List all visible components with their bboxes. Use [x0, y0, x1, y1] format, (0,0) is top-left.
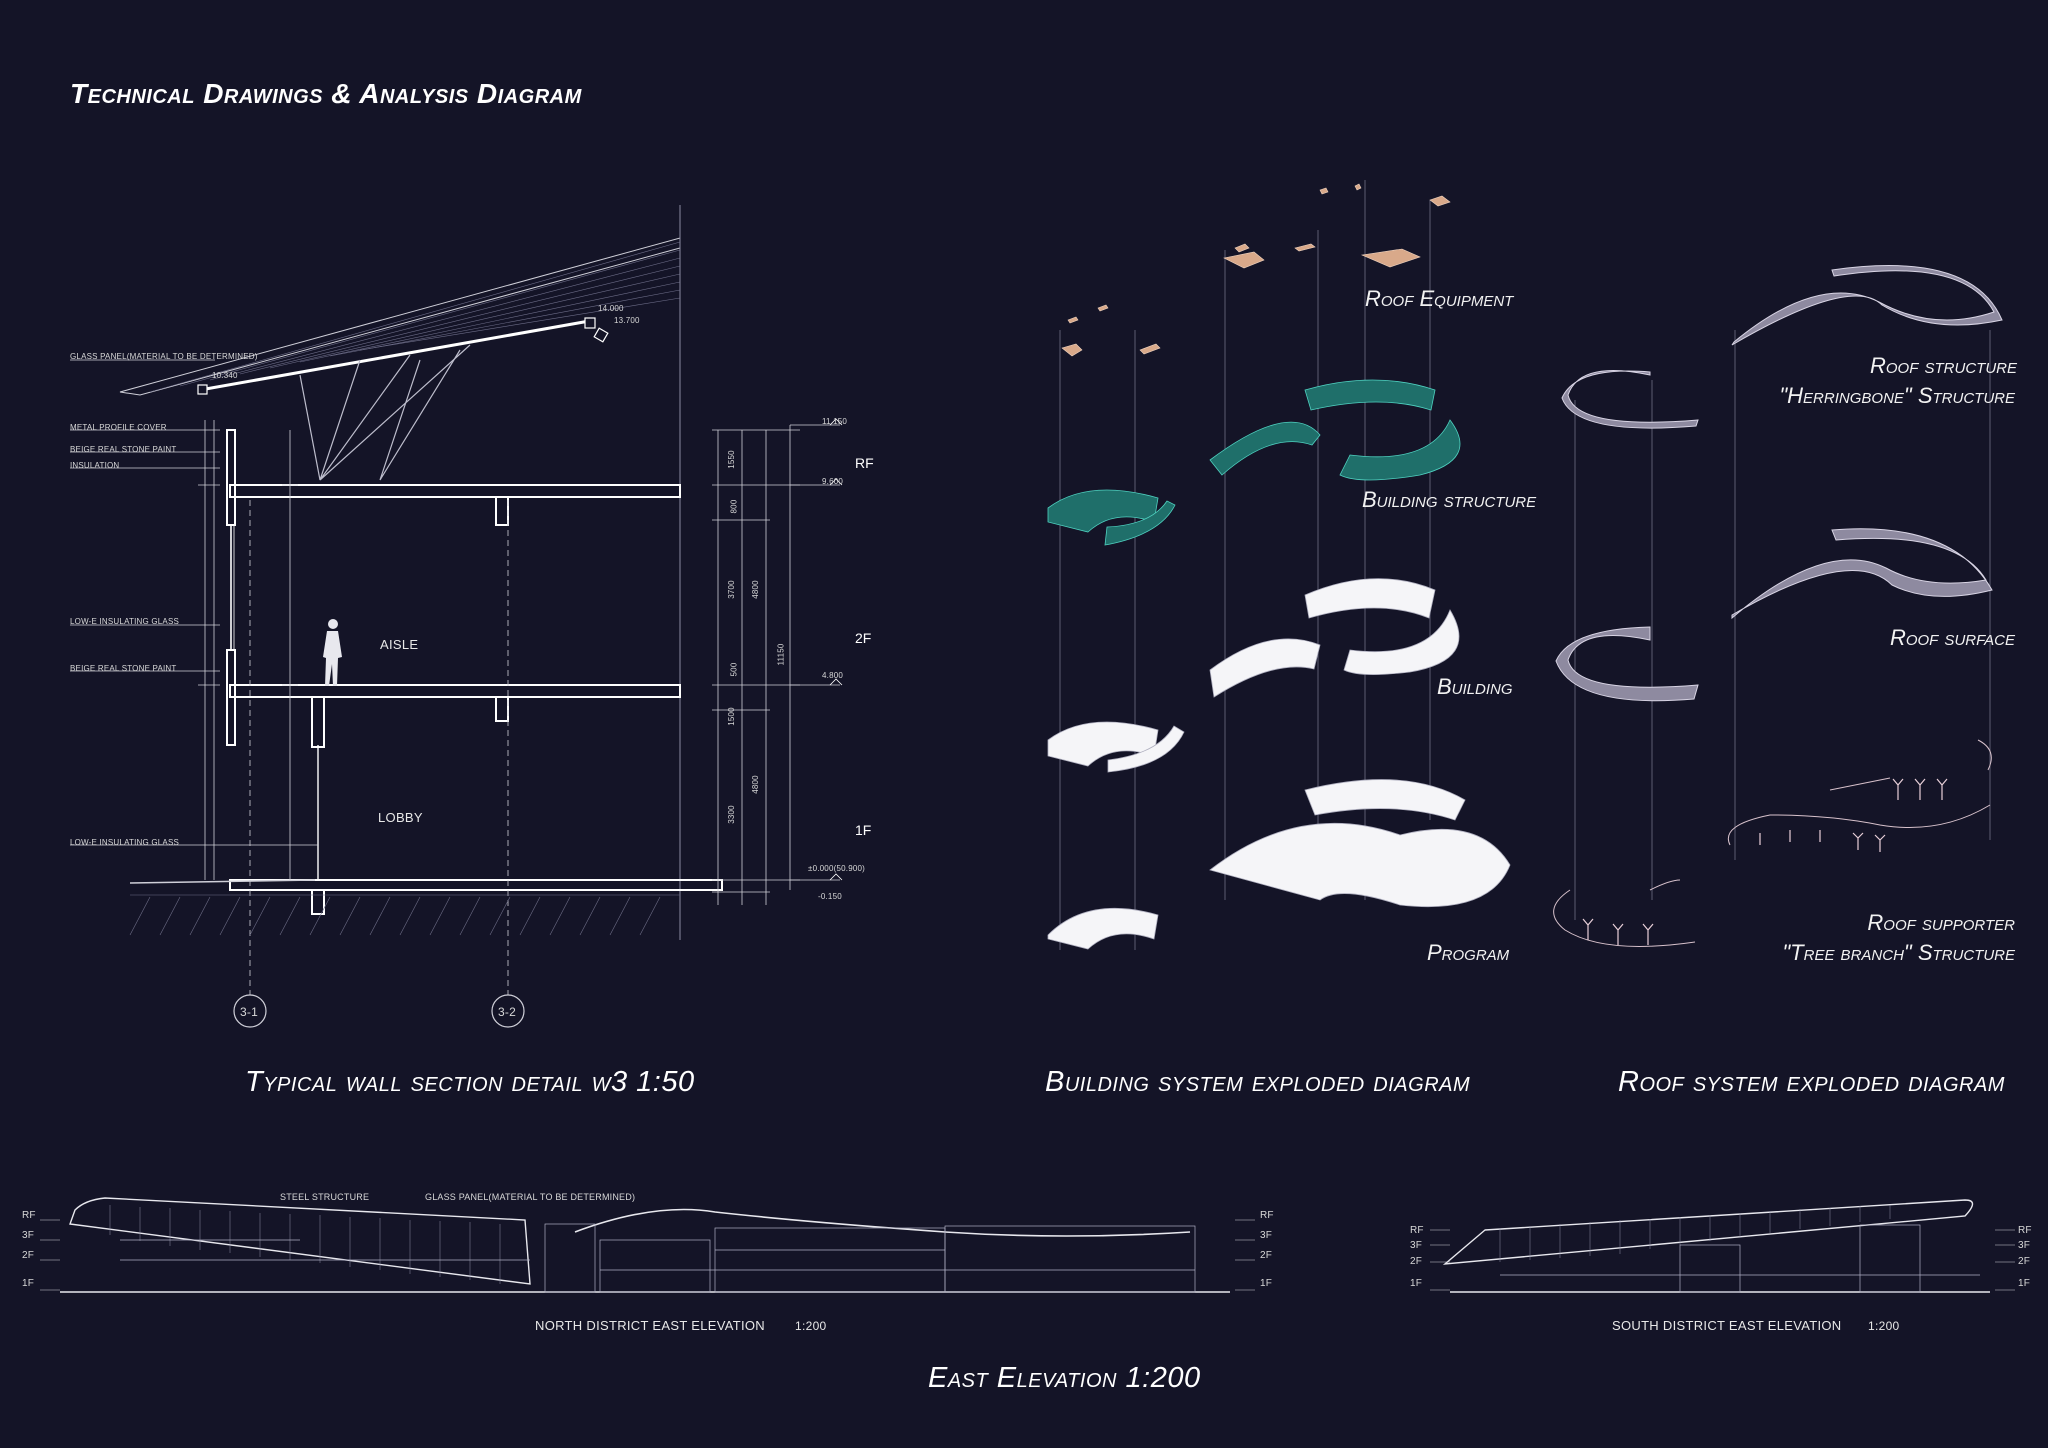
south-level-3f: 3F [1410, 1240, 1423, 1251]
north-level-rf-right: RF [1260, 1210, 1274, 1221]
south-level-1f-right: 1F [2018, 1278, 2031, 1289]
roof-layer-3-line1: Roof supporter [1867, 910, 2015, 935]
annotation-glass-panel: GLASS PANEL(MATERIAL TO BE DETERMINED) [70, 352, 258, 361]
elevation-roof-b: 13.700 [614, 316, 640, 325]
level-label-2f: 2F [855, 630, 872, 646]
south-elevation-scale: 1:200 [1868, 1319, 1900, 1333]
east-elevation-caption: East Elevation 1:200 [928, 1362, 1201, 1394]
level-label-rf: RF [855, 455, 874, 471]
elevation-roof-c: 10.340 [212, 371, 238, 380]
annotation-low-e-glass: LOW-E INSULATING GLASS [70, 617, 180, 626]
north-note-glass: GLASS PANEL(MATERIAL TO BE DETERMINED) [425, 1192, 636, 1202]
north-level-3f-right: 3F [1260, 1230, 1273, 1241]
roof-layer-1-line2: "Herringbone" Structure [1779, 383, 2015, 408]
south-level-2f-right: 2F [2018, 1256, 2031, 1267]
grid-axis-3-2: 3-2 [498, 1005, 516, 1019]
elevation-roof-a: 14.000 [598, 304, 624, 313]
annotation-low-e-glass-2: LOW-E INSULATING GLASS [70, 838, 180, 847]
roof-layer-1-line1: Roof structure [1870, 353, 2017, 378]
annotation-metal-cover: METAL PROFILE COVER [70, 423, 167, 432]
north-level-1f-right: 1F [1260, 1278, 1273, 1289]
roof-exploded-caption: Roof system exploded diagram [1618, 1066, 2005, 1098]
annotation-beige-paint: BEIGE REAL STONE PAINT [70, 445, 177, 454]
grid-axis-3-1: 3-1 [240, 1005, 258, 1019]
north-note-steel: STEEL STRUCTURE [280, 1192, 370, 1202]
roof-layer-2-line1: Roof surface [1889, 625, 2015, 650]
south-level-2f: 2F [1410, 1256, 1423, 1267]
annotation-insulation: INSULATION [70, 461, 120, 470]
layer-label-building: Building [1437, 674, 1513, 699]
south-level-1f: 1F [1410, 1278, 1423, 1289]
elevation-5: -0.150 [818, 892, 842, 901]
page-title: Technical Drawings & Analysis Diagram [70, 78, 582, 109]
elevation-3: 4.800 [822, 671, 844, 680]
north-elevation-label: NORTH DISTRICT EAST ELEVATION [535, 1318, 765, 1333]
room-label-aisle: AISLE [380, 637, 419, 652]
south-elevation-label: SOUTH DISTRICT EAST ELEVATION [1612, 1318, 1842, 1333]
roof-layer-3-line2: "Tree branch" Structure [1782, 940, 2015, 965]
south-level-rf-right: RF [2018, 1225, 2032, 1236]
annotation-beige-paint-2: BEIGE REAL STONE PAINT [70, 664, 177, 673]
north-level-1f: 1F [22, 1278, 35, 1289]
south-level-3f-right: 3F [2018, 1240, 2031, 1251]
south-level-rf: RF [1410, 1225, 1424, 1236]
elevation-1: 11.150 [822, 417, 848, 426]
elevation-4: ±0.000(50.900) [808, 864, 866, 873]
building-exploded-caption: Building system exploded diagram [1045, 1066, 1471, 1098]
room-label-lobby: LOBBY [378, 810, 423, 825]
north-level-2f-right: 2F [1260, 1250, 1273, 1261]
elevation-2: 9.600 [822, 477, 844, 486]
layer-label-building-structure: Building structure [1362, 487, 1537, 512]
layer-label-program: Program [1427, 940, 1510, 965]
level-label-1f: 1F [855, 822, 872, 838]
north-level-2f: 2F [22, 1250, 35, 1261]
wall-section-caption: Typical wall section detail w3 1:50 [245, 1066, 695, 1098]
layer-label-roof-equipment: Roof Equipment [1365, 286, 1514, 311]
north-level-3f: 3F [22, 1230, 35, 1241]
north-elevation-scale: 1:200 [795, 1319, 827, 1333]
north-level-rf: RF [22, 1210, 36, 1221]
